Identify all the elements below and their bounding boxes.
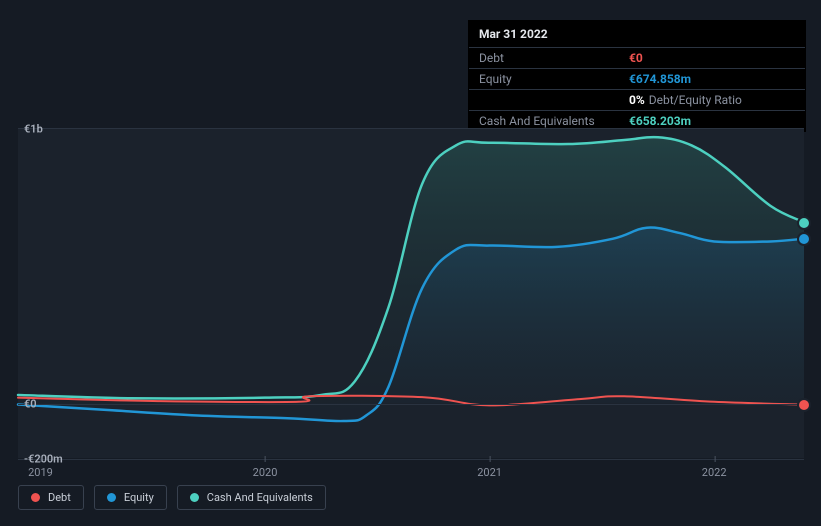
legend-swatch [31, 493, 40, 502]
chart-svg [18, 129, 804, 458]
tooltip-label: Equity [479, 72, 629, 86]
tooltip-row-ratio: 0%Debt/Equity Ratio [469, 90, 805, 111]
x-axis-label: 2021 [477, 466, 502, 479]
x-axis-label: 2022 [702, 466, 727, 479]
tooltip-value: €658.203m [629, 114, 691, 128]
tooltip-label: Cash And Equivalents [479, 114, 629, 128]
plot-area[interactable]: €1b€0-€200m 2019202020212022 [18, 128, 804, 458]
legend-swatch [190, 493, 199, 502]
y-axis-label: -€200m [22, 453, 65, 466]
tooltip-row-equity: Equity €674.858m [469, 69, 805, 90]
legend-swatch [107, 493, 116, 502]
series-end-marker [799, 234, 809, 244]
legend-label: Cash And Equivalents [207, 491, 313, 504]
tooltip-row-debt: Debt €0 [469, 48, 805, 69]
y-axis-label: €1b [22, 123, 45, 136]
tooltip-value: €674.858m [629, 72, 691, 86]
chart-container: Mar 31 2022 Debt €0 Equity €674.858m 0%D… [18, 18, 803, 508]
tooltip-label: Debt [479, 51, 629, 65]
series-end-marker [799, 218, 809, 228]
tooltip-value: €0 [629, 51, 643, 65]
tooltip-value: 0%Debt/Equity Ratio [629, 93, 742, 107]
chart-tooltip: Mar 31 2022 Debt €0 Equity €674.858m 0%D… [468, 20, 806, 132]
tooltip-label [479, 93, 629, 107]
series-end-marker [799, 400, 809, 410]
tooltip-date: Mar 31 2022 [469, 21, 805, 48]
legend-item-cash[interactable]: Cash And Equivalents [177, 485, 326, 510]
y-axis-label: €0 [22, 398, 39, 411]
legend-item-debt[interactable]: Debt [18, 485, 84, 510]
x-axis-label: 2019 [28, 466, 53, 479]
legend: Debt Equity Cash And Equivalents [18, 485, 326, 510]
x-axis-label: 2020 [253, 466, 278, 479]
legend-label: Equity [124, 491, 154, 504]
x-axis: 2019 2020 2021 2022 [18, 466, 804, 486]
legend-item-equity[interactable]: Equity [94, 485, 167, 510]
legend-label: Debt [48, 491, 71, 504]
